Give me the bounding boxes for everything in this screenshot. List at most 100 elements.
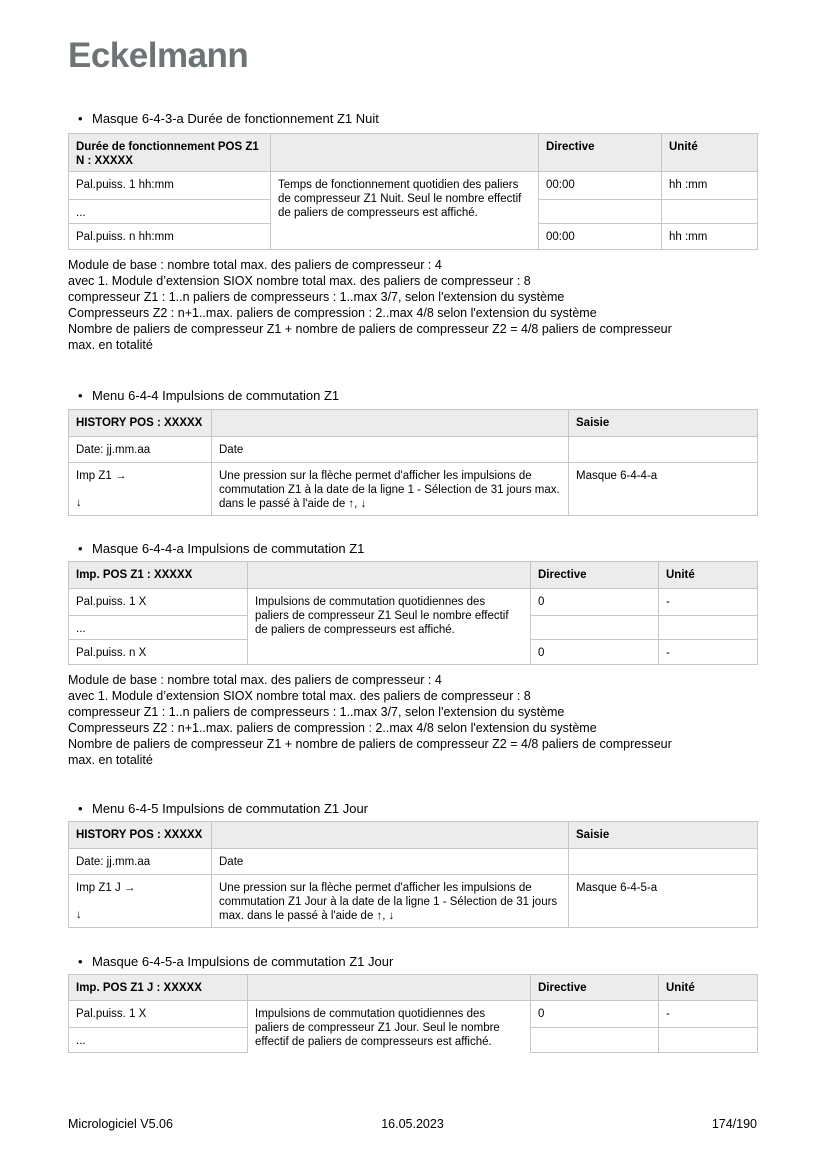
bullet-icon: • xyxy=(78,388,83,403)
cell-description: Impulsions de commutation quotidiennes d… xyxy=(247,1000,531,1052)
header-cell-unit: Unité xyxy=(658,561,758,589)
cell-description: Impulsions de commutation quotidiennes d… xyxy=(247,588,531,665)
cell-label: Pal.puiss. n X xyxy=(68,639,248,665)
header-cell-empty xyxy=(270,133,539,172)
cell-unit: hh :mm xyxy=(661,223,758,250)
paragraph-line: compresseur Z1 : 1..n paliers de compres… xyxy=(68,290,565,304)
paragraph-line: Module de base : nombre total max. des p… xyxy=(68,258,442,272)
table-row: Pal.puiss. n X 0 - xyxy=(68,639,758,665)
bullet-icon: • xyxy=(78,801,83,816)
cell-label-line: Imp Z1 → xyxy=(76,470,127,482)
cell-unit: - xyxy=(658,588,758,616)
section-heading-1: • Masque 6-4-3-a Durée de fonctionnement… xyxy=(78,111,827,126)
paragraph-line: compresseur Z1 : 1..n paliers de compres… xyxy=(68,705,565,719)
cell-description: Date xyxy=(211,436,569,463)
cell-directive xyxy=(530,1026,659,1053)
section-heading-2: • Menu 6-4-4 Impulsions de commutation Z… xyxy=(78,388,827,403)
cell-unit: - xyxy=(658,1000,758,1028)
cell-unit xyxy=(658,1026,758,1053)
header-cell-empty xyxy=(211,821,569,849)
table-row: Pal.puiss. 1 X Impulsions de commutation… xyxy=(68,1000,758,1052)
section-heading-5: • Masque 6-4-5-a Impulsions de commutati… xyxy=(78,954,827,969)
paragraph-line: max. en totalité xyxy=(68,753,153,767)
eckelmann-logo: Eckelmann xyxy=(68,36,249,75)
cell-label: Date: jj.mm.aa xyxy=(68,436,212,463)
paragraph-line: Module de base : nombre total max. des p… xyxy=(68,673,442,687)
header-cell-saisie: Saisie xyxy=(568,821,758,849)
table-header-row: Imp. POS Z1 : XXXXX Directive Unité xyxy=(68,561,758,589)
cell-description: Temps de fonctionnement quotidien des pa… xyxy=(270,171,539,250)
cell-description: Une pression sur la flèche permet d'affi… xyxy=(211,874,569,928)
table-row: Imp Z1 J → ↓ Une pression sur la flèche … xyxy=(68,874,758,928)
paragraph-line: Compresseurs Z2 : n+1..max. paliers de c… xyxy=(68,721,597,735)
table-row: ... xyxy=(68,199,758,224)
bullet-icon: • xyxy=(78,111,83,126)
section-heading-4: • Menu 6-4-5 Impulsions de commutation Z… xyxy=(78,801,827,816)
table-duree-fonctionnement-z1-nuit: Durée de fonctionnement POS Z1 N : XXXXX… xyxy=(68,133,758,250)
cell-label: Pal.puiss. 1 hh:mm xyxy=(68,171,271,200)
cell-unit xyxy=(661,199,758,224)
cell-unit: - xyxy=(658,639,758,665)
cell-unit: hh :mm xyxy=(661,171,758,200)
table-row: Date: jj.mm.aa Date xyxy=(68,848,758,875)
cell-label-line: Imp Z1 J → xyxy=(76,882,136,894)
bullet-icon: • xyxy=(78,541,83,556)
header-cell-directive: Directive xyxy=(530,561,659,589)
table-menu-645-history: HISTORY POS : XXXXX Saisie Date: jj.mm.a… xyxy=(68,821,758,928)
bullet-icon: • xyxy=(78,954,83,969)
header-cell-title: Imp. POS Z1 J : XXXXX xyxy=(68,974,248,1001)
arrow-down-icon: ↓ xyxy=(76,909,82,921)
header-cell-directive: Directive xyxy=(538,133,662,172)
cell-label: Pal.puiss. n hh:mm xyxy=(68,223,271,250)
section-heading-3: • Masque 6-4-4-a Impulsions de commutati… xyxy=(78,541,827,556)
page-footer: Micrologiciel V5.06 16.05.2023 174/190 xyxy=(68,1117,757,1132)
header-cell-empty xyxy=(247,974,531,1001)
table-header-row: HISTORY POS : XXXXX Saisie xyxy=(68,409,758,437)
cell-description: Une pression sur la flèche permet d'affi… xyxy=(211,462,569,516)
cell-directive xyxy=(538,199,662,224)
cell-saisie: Masque 6-4-5-a xyxy=(568,874,758,928)
header-cell-directive: Directive xyxy=(530,974,659,1001)
cell-unit xyxy=(658,615,758,640)
paragraph-module-base-2: Module de base : nombre total max. des p… xyxy=(68,672,757,768)
header-cell-title: HISTORY POS : XXXXX xyxy=(68,821,212,849)
header-cell-unit: Unité xyxy=(661,133,758,172)
table-row: ... xyxy=(68,1026,758,1053)
paragraph-line: Nombre de paliers de compresseur Z1 + no… xyxy=(68,322,672,336)
footer-version: Micrologiciel V5.06 xyxy=(68,1117,173,1131)
cell-label: Imp Z1 J → ↓ xyxy=(68,874,212,928)
header-cell-title: Durée de fonctionnement POS Z1 N : XXXXX xyxy=(68,133,271,172)
cell-directive: 0 xyxy=(530,588,659,616)
table-row: ... xyxy=(68,615,758,640)
section-heading-3-text: Masque 6-4-4-a Impulsions de commutation… xyxy=(92,541,365,556)
footer-date: 16.05.2023 xyxy=(381,1117,444,1131)
header-cell-title: Imp. POS Z1 : XXXXX xyxy=(68,561,248,589)
table-imp-pos-z1-jour: Imp. POS Z1 J : XXXXX Directive Unité Pa… xyxy=(68,974,758,1053)
paragraph-line: max. en totalité xyxy=(68,338,153,352)
cell-description: Date xyxy=(211,848,569,875)
footer-page-number: 174/190 xyxy=(711,1117,758,1131)
cell-directive xyxy=(530,615,659,640)
table-row: Imp Z1 → ↓ Une pression sur la flèche pe… xyxy=(68,462,758,516)
section-heading-4-text: Menu 6-4-5 Impulsions de commutation Z1 … xyxy=(92,801,369,816)
cell-label: Imp Z1 → ↓ xyxy=(68,462,212,516)
header-cell-saisie: Saisie xyxy=(568,409,758,437)
cell-label: Date: jj.mm.aa xyxy=(68,848,212,875)
table-row: Pal.puiss. 1 hh:mm Temps de fonctionneme… xyxy=(68,171,758,250)
cell-directive: 0 xyxy=(530,639,659,665)
paragraph-line: avec 1. Module d’extension SIOX nombre t… xyxy=(68,689,531,703)
section-heading-1-text: Masque 6-4-3-a Durée de fonctionnement Z… xyxy=(92,111,379,126)
section-heading-2-text: Menu 6-4-4 Impulsions de commutation Z1 xyxy=(92,388,340,403)
cell-label: ... xyxy=(68,615,248,640)
paragraph-line: Compresseurs Z2 : n+1..max. paliers de c… xyxy=(68,306,597,320)
header-cell-unit: Unité xyxy=(658,974,758,1001)
cell-label: ... xyxy=(68,199,271,224)
cell-saisie: Masque 6-4-4-a xyxy=(568,462,758,516)
paragraph-module-base-1: Module de base : nombre total max. des p… xyxy=(68,257,757,353)
arrow-down-icon: ↓ xyxy=(76,497,82,509)
table-imp-pos-z1: Imp. POS Z1 : XXXXX Directive Unité Pal.… xyxy=(68,561,758,665)
paragraph-line: avec 1. Module d’extension SIOX nombre t… xyxy=(68,274,531,288)
cell-saisie xyxy=(568,436,758,463)
cell-label: Pal.puiss. 1 X xyxy=(68,588,248,616)
